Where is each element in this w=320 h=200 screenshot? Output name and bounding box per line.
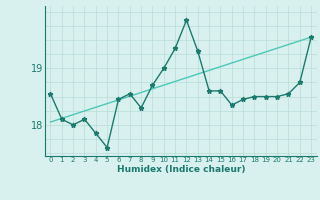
X-axis label: Humidex (Indice chaleur): Humidex (Indice chaleur)	[116, 165, 245, 174]
